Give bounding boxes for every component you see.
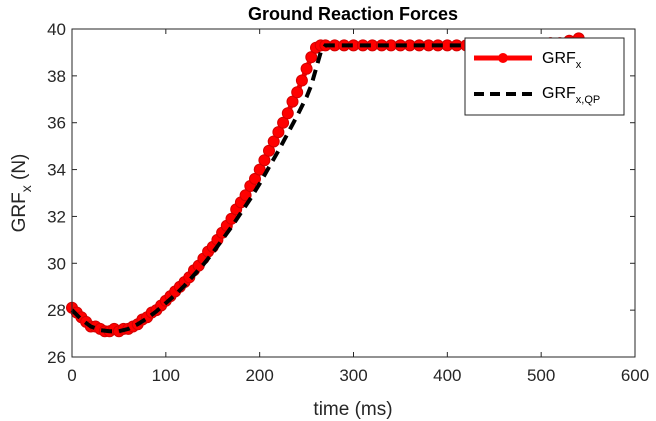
series-grf-x-point xyxy=(295,74,308,87)
legend-marker-grf-x xyxy=(498,53,508,63)
x-tick-label: 300 xyxy=(339,366,367,385)
series-grf-x-point xyxy=(281,107,294,120)
y-tick-label: 34 xyxy=(47,161,66,180)
y-tick-label: 32 xyxy=(47,207,66,226)
legend-label-grf-xqp: GRFx,QP xyxy=(542,85,600,106)
series-grf-x-point xyxy=(249,172,261,185)
x-tick-label: 100 xyxy=(152,366,180,385)
series-grf-x-point xyxy=(272,126,285,139)
series-grf-x-point xyxy=(286,95,299,108)
series-grf-x-point xyxy=(253,163,266,176)
y-tick-label: 26 xyxy=(47,348,66,367)
legend-box xyxy=(464,37,625,116)
x-tick-label: 0 xyxy=(67,366,76,385)
series-grf-x-point xyxy=(267,135,280,148)
x-tick-label: 600 xyxy=(621,366,649,385)
legend: GRFx GRFx,QP xyxy=(464,37,625,116)
y-tick-label: 36 xyxy=(47,114,66,133)
y-axis-label-sub: x xyxy=(18,185,34,192)
x-tick-label: 500 xyxy=(527,366,555,385)
series-grf-x-point xyxy=(239,189,252,202)
y-axis-label: GRFx (N) xyxy=(9,154,34,233)
x-axis-label: time (ms) xyxy=(313,399,392,420)
y-axis-label-main: GRF xyxy=(9,192,30,232)
y-tick-label: 28 xyxy=(47,301,66,320)
y-tick-label: 30 xyxy=(47,254,66,273)
series-grf-x-point xyxy=(291,86,304,99)
series-grf-x-qp-line xyxy=(70,43,579,334)
series-grf-x-point xyxy=(263,144,275,157)
series-grf-x-point xyxy=(300,62,313,75)
chart-title: Ground Reaction Forces xyxy=(248,4,458,24)
plot-frame xyxy=(71,28,636,358)
y-tick-label: 38 xyxy=(47,67,66,86)
series-grf-x-point xyxy=(258,154,271,167)
x-tick-label: 400 xyxy=(433,366,461,385)
y-axis-label-unit: (N) xyxy=(9,154,30,186)
x-tick-label: 200 xyxy=(245,366,273,385)
series-grf-x-point xyxy=(277,116,290,129)
y-tick-label: 40 xyxy=(47,20,66,39)
series-grf-x-point xyxy=(305,51,318,64)
legend-label-grf-x: GRFx xyxy=(542,50,582,71)
